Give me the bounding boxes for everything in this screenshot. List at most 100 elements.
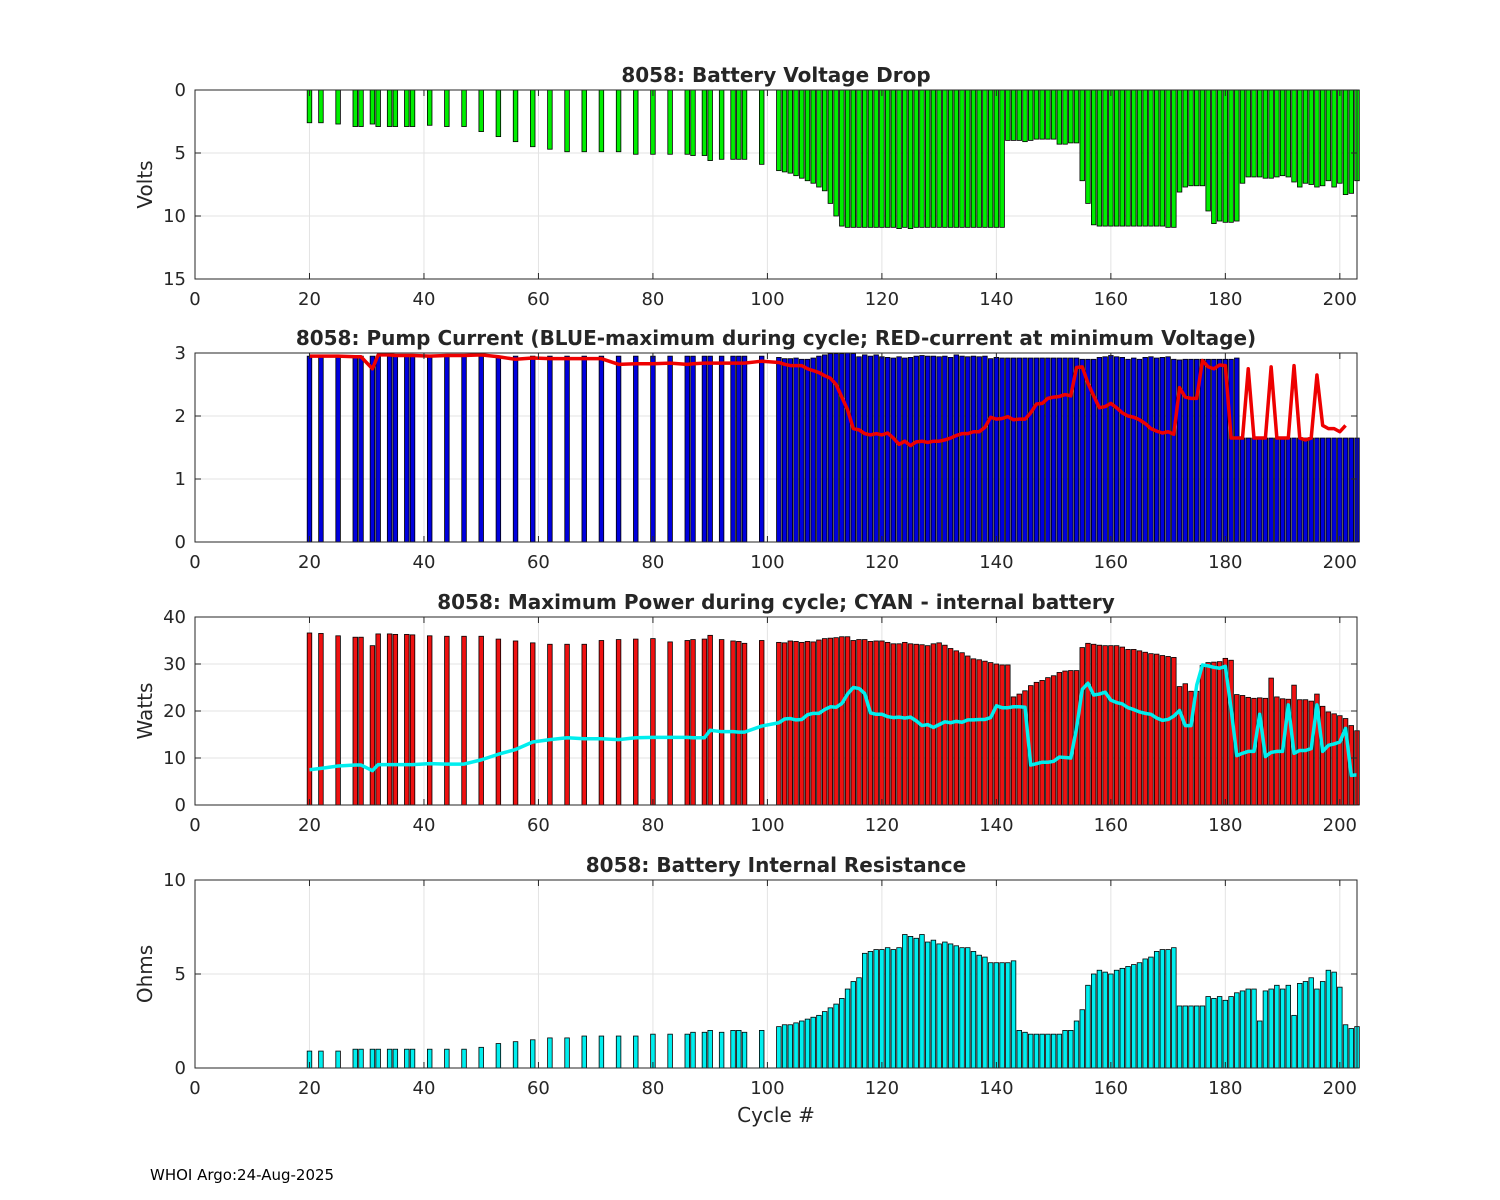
panel4-bar bbox=[827, 1007, 834, 1069]
panel1-bar bbox=[976, 89, 982, 228]
panel1-bar bbox=[1188, 89, 1194, 187]
panel1-bar bbox=[987, 89, 994, 228]
panel2-bar bbox=[999, 357, 1005, 543]
panel3-bar bbox=[1136, 650, 1143, 806]
panel3-bar bbox=[1159, 655, 1166, 806]
panel3-bar bbox=[730, 640, 736, 806]
panel3-bar bbox=[306, 632, 313, 806]
panel3-bar bbox=[1153, 653, 1160, 806]
panel2-xtick-label: 0 bbox=[189, 552, 200, 573]
panel4-bar bbox=[787, 1024, 794, 1069]
panel4-bar bbox=[667, 1033, 673, 1069]
panel4-xtick-label: 180 bbox=[1208, 1078, 1242, 1099]
panel2-bar bbox=[890, 357, 897, 543]
panel1-bar bbox=[1010, 89, 1017, 141]
panel3-ytick-label: 30 bbox=[163, 654, 186, 675]
panel3-bar bbox=[1142, 651, 1148, 806]
panel4-bar bbox=[759, 1030, 765, 1069]
panel2-bar bbox=[1091, 358, 1097, 543]
panel4-xtick-label: 0 bbox=[189, 1078, 200, 1099]
panel4-bar bbox=[707, 1030, 713, 1069]
panel4-bar bbox=[392, 1048, 399, 1069]
panel3-ylabel: Watts bbox=[133, 683, 157, 740]
panel1-bar bbox=[799, 89, 805, 179]
panel2-bar bbox=[925, 355, 931, 543]
panel1-bar bbox=[1073, 89, 1080, 144]
panel1-bar bbox=[375, 89, 381, 127]
panel4-xtick-label: 120 bbox=[865, 1078, 899, 1099]
panel1-bar bbox=[1314, 89, 1320, 188]
panel2-bar bbox=[718, 355, 725, 543]
panel3-bar bbox=[598, 640, 605, 806]
panel3-bar bbox=[953, 650, 960, 806]
panel1-xtick-label: 40 bbox=[413, 289, 436, 310]
panel1-bar bbox=[1285, 89, 1291, 178]
panel1-bar bbox=[530, 89, 536, 148]
panel3-bar bbox=[947, 648, 954, 806]
panel4-bar bbox=[512, 1041, 519, 1069]
panel4-bar bbox=[736, 1030, 742, 1069]
panel2-bar bbox=[684, 355, 690, 543]
panel2-bar bbox=[965, 356, 971, 543]
panel1-bar bbox=[970, 89, 977, 228]
panel1-bar bbox=[1337, 89, 1343, 184]
panel3-bar bbox=[335, 635, 341, 806]
panel1-bar bbox=[936, 89, 942, 228]
panel2-xtick-label: 100 bbox=[750, 552, 784, 573]
panel1-ytick-label: 0 bbox=[175, 80, 186, 101]
panel2-bar bbox=[793, 357, 799, 543]
panel1-bar bbox=[759, 89, 765, 165]
panel3-bar bbox=[850, 640, 856, 806]
panel4-bar bbox=[701, 1031, 708, 1069]
panel3-bar bbox=[512, 640, 519, 806]
panel3-bar bbox=[684, 640, 690, 806]
panel1-bar bbox=[930, 89, 937, 228]
panel4-bar bbox=[1108, 973, 1114, 1069]
panel2-bar bbox=[409, 355, 416, 543]
panel2-line bbox=[309, 353, 1347, 448]
panel2-bar bbox=[1125, 358, 1131, 543]
panel4-bar bbox=[1325, 969, 1332, 1069]
panel1-bar bbox=[793, 89, 799, 177]
panel4-bar bbox=[833, 1003, 839, 1069]
panel3-bar bbox=[1045, 677, 1051, 806]
panel2-bar bbox=[358, 355, 364, 543]
panel1-bar bbox=[547, 89, 553, 150]
panel2-bar bbox=[741, 355, 748, 543]
panel4-bar bbox=[386, 1048, 393, 1069]
panel4-bar bbox=[907, 936, 914, 1069]
panel1-bar bbox=[564, 89, 570, 153]
panel1-bar bbox=[1297, 89, 1303, 188]
footer-stamp: WHOI Argo:24-Aug-2025 bbox=[150, 1166, 335, 1184]
panel2-bar bbox=[776, 357, 782, 543]
panel2-xtick-label: 120 bbox=[865, 552, 899, 573]
panel3-ytick-label: 40 bbox=[163, 607, 186, 628]
panel4-bar bbox=[358, 1048, 364, 1069]
panel2-bar bbox=[976, 356, 982, 543]
panel1-bar bbox=[409, 89, 416, 127]
panel4-xtick-label: 60 bbox=[527, 1078, 550, 1099]
panel1-bar bbox=[1331, 89, 1337, 188]
panel2-bar bbox=[1245, 437, 1251, 543]
panel2-bar bbox=[1188, 358, 1194, 543]
panel1-bar bbox=[1228, 89, 1234, 223]
panel1-bar bbox=[804, 89, 811, 182]
panel4-bar bbox=[879, 949, 885, 1069]
panel2-bar bbox=[1297, 437, 1303, 543]
panel3-bar bbox=[1096, 644, 1103, 806]
panel3-bar bbox=[426, 635, 433, 806]
panel1-bar bbox=[776, 89, 782, 172]
panel4-bar bbox=[615, 1035, 622, 1069]
panel1-bar bbox=[1342, 89, 1349, 195]
panel2-bar bbox=[839, 353, 845, 543]
panel1-bar bbox=[1108, 89, 1114, 227]
panel1-bar bbox=[1222, 89, 1229, 223]
panel2-bar bbox=[1102, 356, 1108, 543]
panel3-bar bbox=[942, 644, 948, 806]
panel2-bar bbox=[598, 355, 605, 543]
panel1-bar bbox=[707, 89, 713, 161]
panel1-bar bbox=[1096, 89, 1103, 227]
panel4-bar bbox=[690, 1031, 696, 1069]
panel4-bar bbox=[369, 1048, 376, 1069]
panel1-bar bbox=[827, 89, 834, 204]
